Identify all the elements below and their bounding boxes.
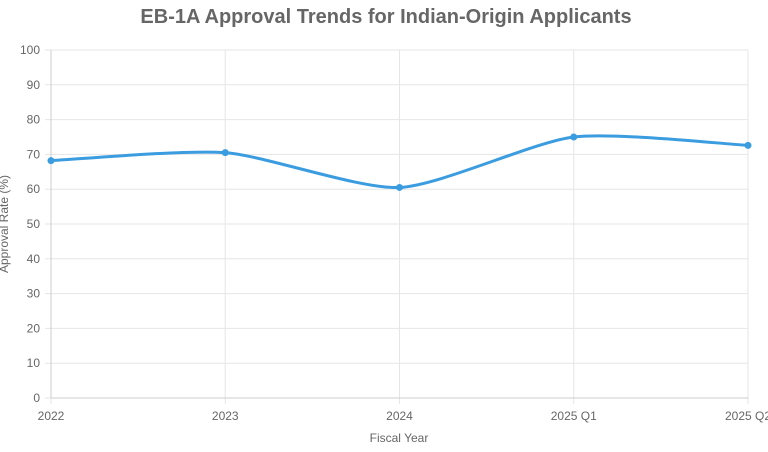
y-tick-label: 100 xyxy=(20,43,40,57)
x-tick-label: 2025 Q2 xyxy=(725,409,768,423)
x-tick-label: 2023 xyxy=(212,409,239,423)
x-axis-tick-labels: 2022 2023 2024 2025 Q1 2025 Q2 xyxy=(38,409,768,423)
y-tick-label: 40 xyxy=(27,252,41,266)
x-tick-label: 2025 Q1 xyxy=(551,409,597,423)
y-axis-title: Approval Rate (%) xyxy=(0,175,11,273)
y-tick-label: 60 xyxy=(27,182,41,196)
y-tick-label: 0 xyxy=(33,391,40,405)
axes xyxy=(45,49,749,404)
y-axis-tick-labels: 0 10 20 30 40 50 60 70 80 90 100 xyxy=(20,43,40,405)
data-point-2023[interactable] xyxy=(221,149,229,157)
data-point-2025-q1[interactable] xyxy=(570,133,578,141)
y-tick-label: 20 xyxy=(27,321,41,335)
y-tick-label: 80 xyxy=(27,113,41,127)
x-tick-label: 2022 xyxy=(38,409,65,423)
data-point-2024[interactable] xyxy=(396,183,403,191)
x-tick-label: 2024 xyxy=(386,409,413,423)
series-layer xyxy=(47,133,752,191)
y-tick-label: 90 xyxy=(27,78,41,92)
x-axis-title: Fiscal Year xyxy=(370,431,429,445)
grid-lines xyxy=(51,49,749,398)
data-point-2025-q2[interactable] xyxy=(744,141,752,149)
y-tick-label: 70 xyxy=(27,147,41,161)
y-tick-label: 50 xyxy=(27,217,41,231)
data-point-2022[interactable] xyxy=(47,157,55,165)
y-tick-label: 10 xyxy=(27,356,41,370)
chart-title: EB-1A Approval Trends for Indian-Origin … xyxy=(140,6,631,28)
y-tick-label: 30 xyxy=(27,287,41,301)
